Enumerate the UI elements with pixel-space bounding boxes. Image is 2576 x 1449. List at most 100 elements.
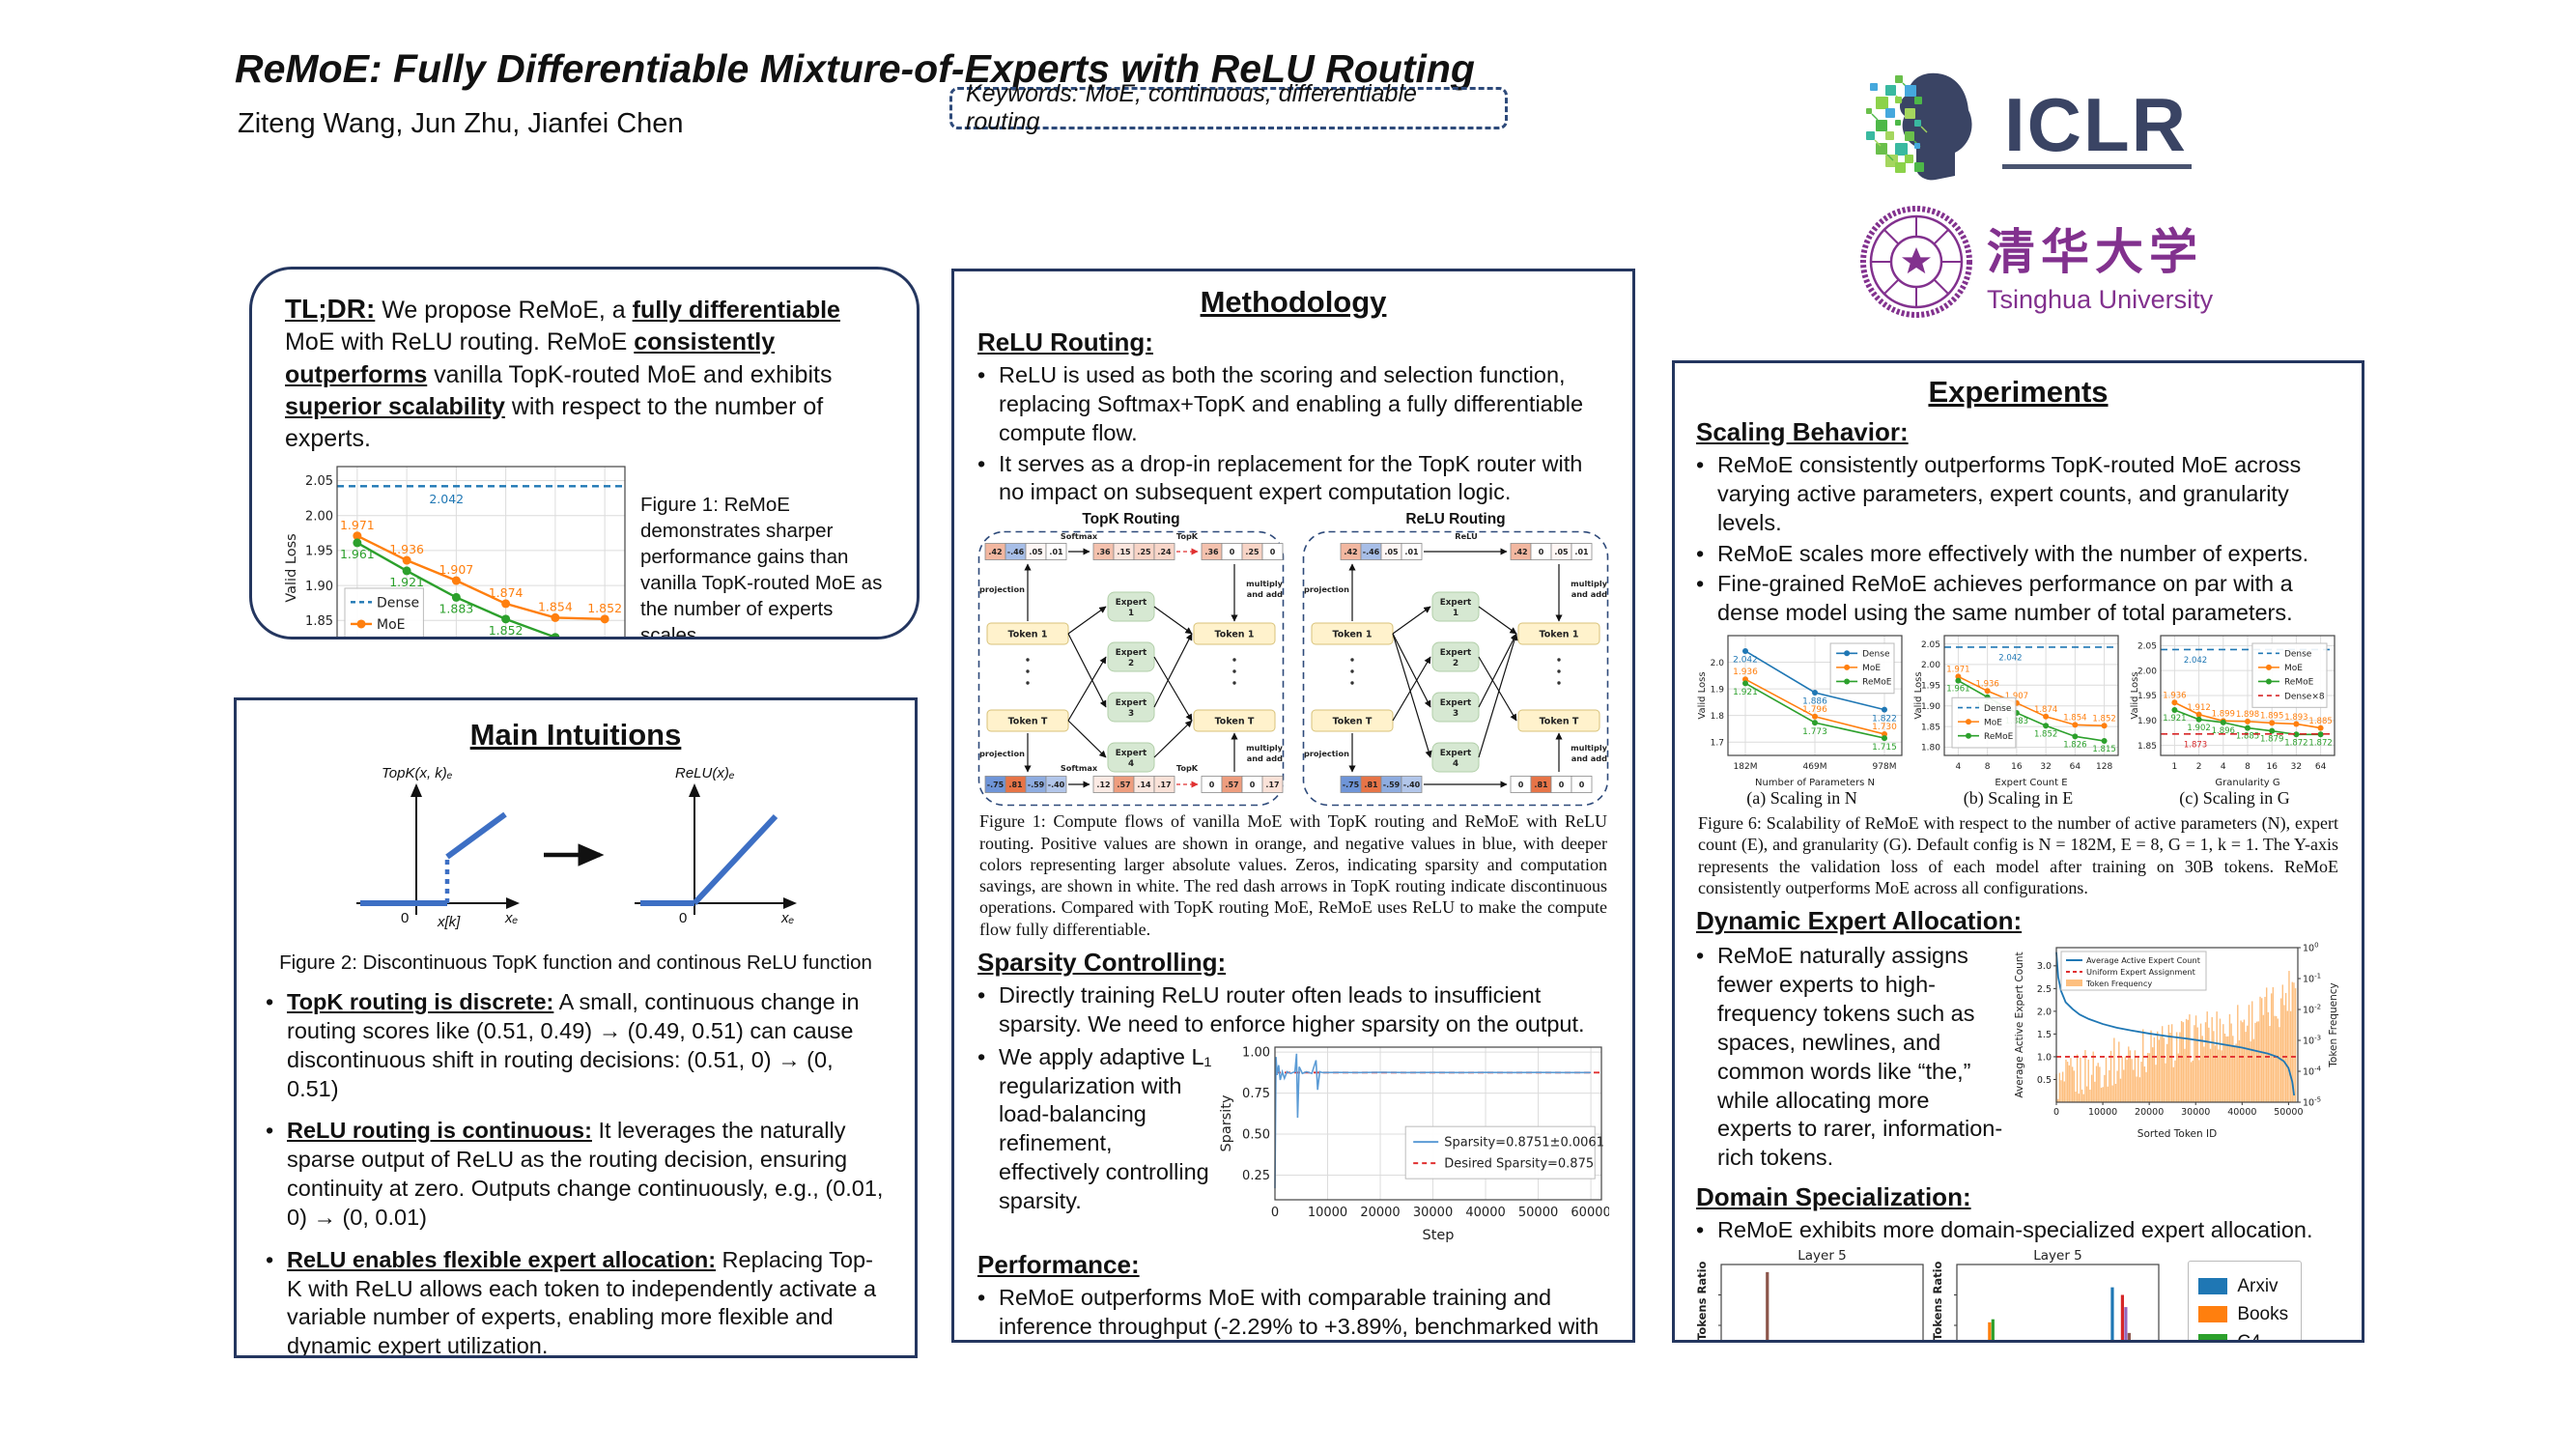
svg-text:1.854: 1.854 — [2063, 714, 2086, 724]
svg-text:Valid Loss: Valid Loss — [285, 534, 299, 603]
svg-text:Valid Loss: Valid Loss — [2130, 671, 2140, 719]
svg-text:1.902: 1.902 — [2187, 724, 2210, 733]
sparsity-chart: 0.25 0.50 0.75 1.00 0 10000 20000 30000 40000 500… — [1219, 1041, 1611, 1242]
svg-text:ReMoE: ReMoE — [1862, 678, 1892, 688]
svg-text:16: 16 — [2011, 762, 2023, 772]
bullet-text: We apply adaptive L₁ regularization with… — [999, 1043, 1212, 1213]
svg-text:1.896: 1.896 — [2212, 726, 2235, 736]
tldr-seg: We propose ReMoE, a — [375, 297, 633, 324]
svg-text:Expert: Expert — [1440, 749, 1472, 758]
svg-text:1.852: 1.852 — [2034, 729, 2057, 739]
page-title: ReMoE: Fully Differentiable Mixture-of-E… — [235, 46, 1475, 91]
svg-text:1.879: 1.879 — [2260, 735, 2283, 745]
domain-specialization-heading: Domain Specialization: — [1696, 1182, 1971, 1212]
bullet-glyph: • — [1696, 571, 1705, 597]
svg-text:Token T: Token T — [1333, 717, 1373, 727]
routing-figure-caption: Figure 1: Compute flows of vanilla MoE w… — [979, 811, 1607, 939]
svg-text:1.883: 1.883 — [439, 602, 473, 616]
svg-text:MoE: MoE — [1984, 718, 2002, 727]
svg-text:.36: .36 — [1096, 548, 1111, 556]
dynamic-allocation-heading: Dynamic Expert Allocation: — [1696, 906, 2023, 936]
svg-text:1.85: 1.85 — [2137, 742, 2157, 752]
svg-text:128: 128 — [2096, 762, 2112, 772]
svg-text:and add: and add — [1571, 753, 1607, 763]
svg-text:0: 0 — [1209, 781, 1215, 789]
svg-text:Desired Sparsity=0.875: Desired Sparsity=0.875 — [1444, 1156, 1594, 1171]
svg-text:.17: .17 — [1265, 781, 1279, 789]
svg-text:1.7: 1.7 — [1711, 739, 1724, 749]
svg-text:1.85: 1.85 — [1921, 723, 1940, 732]
legend-swatch — [2198, 1334, 2228, 1340]
svg-text:Token T: Token T — [1215, 717, 1255, 727]
svg-text:1.715: 1.715 — [1872, 743, 1897, 753]
svg-text:20000: 20000 — [1360, 1206, 1400, 1220]
svg-text:10-1: 10-1 — [2303, 973, 2321, 985]
svg-text:1.85: 1.85 — [305, 614, 333, 629]
tldr-label: TL;DR: — [285, 294, 376, 324]
svg-text:1.921: 1.921 — [2163, 714, 2186, 724]
scaling-bullet-1: • ReMoE consistently outperforms TopK-ro… — [1696, 451, 2340, 538]
experiments-heading: Experiments — [1928, 375, 2109, 409]
svg-text:.24: .24 — [1157, 548, 1172, 556]
tldr-seg: vanilla TopK-routed MoE and exhibits — [427, 360, 833, 388]
topk-routing-title: TopK Routing — [1082, 511, 1180, 528]
svg-text:1.874: 1.874 — [489, 585, 524, 600]
dynamic-bullet: • ReMoE naturally assigns fewer experts … — [1696, 942, 2006, 1173]
svg-text:Sparsity=0.8751±0.0061: Sparsity=0.8751±0.0061 — [1444, 1135, 1604, 1150]
svg-text:Valid Loss: Valid Loss — [1913, 671, 1924, 719]
svg-text:2: 2 — [2196, 762, 2202, 772]
svg-text:Sparsity: Sparsity — [1219, 1094, 1234, 1152]
svg-text:2.05: 2.05 — [2137, 642, 2157, 652]
scaling-n-chart: 1.7 1.8 1.9 2.0 182M 469M 978M 2.042 1.886 1.822 1… — [1696, 630, 1908, 788]
svg-text:and add: and add — [1571, 589, 1607, 599]
svg-text:2.5: 2.5 — [2037, 984, 2052, 995]
bullet-text: Replacing Top-K with ReLU allows each to… — [287, 1246, 877, 1358]
svg-text:projection: projection — [979, 749, 1025, 758]
svg-text:30000: 30000 — [2181, 1107, 2210, 1118]
svg-text:1.895: 1.895 — [2260, 712, 2283, 722]
svg-text:1.907: 1.907 — [2005, 692, 2028, 701]
xe-label: xₑ — [780, 910, 795, 926]
bullet-text: ReMoE consistently outperforms TopK-rout… — [1717, 452, 2302, 535]
figure6-charts: 1.7 1.8 1.9 2.0 182M 469M 978M 2.042 1.886 1.822 1… — [1696, 630, 2340, 809]
svg-text:0: 0 — [1271, 1206, 1279, 1220]
svg-text:60000: 60000 — [1571, 1206, 1609, 1220]
svg-text:Dense: Dense — [377, 596, 419, 611]
bullet-lead: TopK routing is discrete: — [287, 989, 554, 1014]
svg-text:10-5: 10-5 — [2303, 1096, 2321, 1109]
svg-text:0: 0 — [1230, 548, 1235, 556]
svg-text:.36: .36 — [1204, 548, 1219, 556]
svg-text:Expert: Expert — [1116, 648, 1147, 658]
svg-text:and add: and add — [1247, 753, 1283, 763]
bullet-text: A small, continuous change in routing sc… — [287, 989, 860, 1101]
bullet-glyph: • — [266, 1118, 274, 1144]
svg-text:0: 0 — [1559, 781, 1565, 789]
svg-text:Token 1: Token 1 — [1008, 630, 1048, 640]
svg-text:ReMoE: ReMoE — [1984, 732, 2014, 742]
svg-text:2.05: 2.05 — [1921, 640, 1940, 650]
svg-text:Softmax: Softmax — [1061, 531, 1098, 541]
svg-text:.25: .25 — [1245, 548, 1260, 556]
svg-text:-.40: -.40 — [1048, 781, 1065, 789]
svg-text:.81: .81 — [1008, 781, 1023, 789]
svg-text:MoE: MoE — [2284, 664, 2303, 673]
xe-label: xₑ — [504, 910, 519, 926]
svg-text:.42: .42 — [1344, 548, 1357, 556]
domain-bullet: • ReMoE exhibits more domain-specialized… — [1696, 1216, 2340, 1245]
svg-text:1.852: 1.852 — [2092, 715, 2115, 724]
svg-text:1.852: 1.852 — [587, 601, 622, 615]
svg-text:1.907: 1.907 — [439, 562, 473, 577]
bullet-text: ReMoE scales more effectively with the n… — [1717, 540, 2309, 566]
svg-text:0.25: 0.25 — [1242, 1169, 1270, 1183]
svg-text:MoE: MoE — [377, 617, 406, 633]
svg-text:30000: 30000 — [1413, 1206, 1453, 1220]
svg-text:1.961: 1.961 — [340, 547, 375, 561]
svg-text:projection: projection — [979, 584, 1025, 594]
legend-swatch — [2198, 1278, 2228, 1295]
svg-text:Softmax: Softmax — [1061, 763, 1098, 773]
svg-text:.57: .57 — [1225, 781, 1238, 789]
relu-routing-diagram: .42 -.46 .05 .01 .42 0 .05 .01 ReLU -.75 .81 -.59 -.… — [1302, 530, 1609, 807]
routing-figure: TopK Routing .42 -.46 .05 .01 .36 .15 .25 .24 .3… — [977, 511, 1609, 807]
svg-text:182M: 182M — [1734, 762, 1758, 772]
svg-text:16: 16 — [2266, 762, 2278, 772]
